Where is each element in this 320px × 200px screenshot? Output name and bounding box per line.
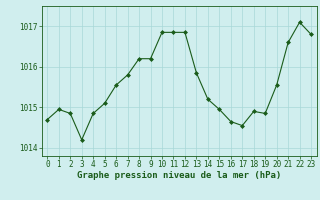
X-axis label: Graphe pression niveau de la mer (hPa): Graphe pression niveau de la mer (hPa) [77, 171, 281, 180]
